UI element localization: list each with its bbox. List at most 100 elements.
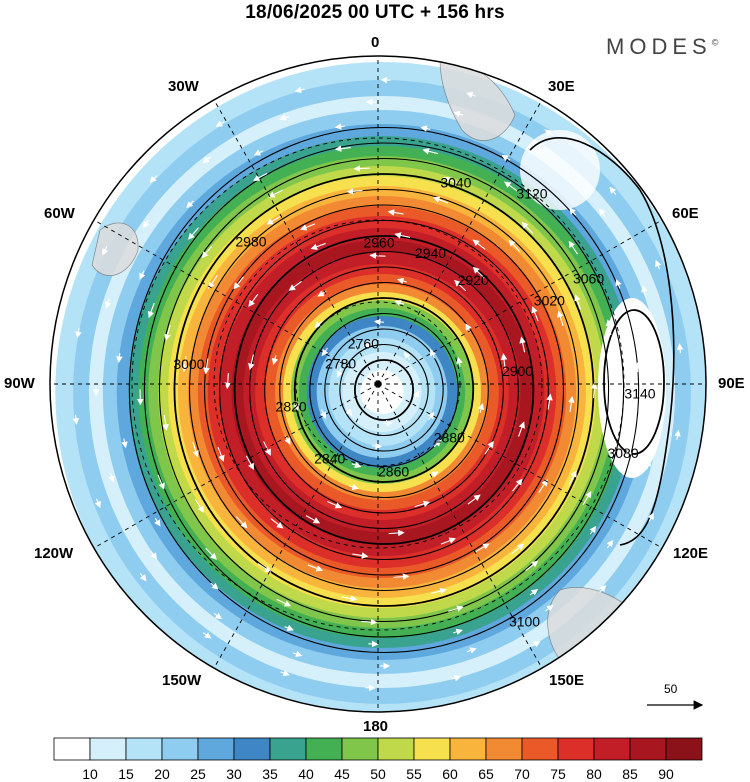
wind-vector [647, 512, 654, 522]
colorbar-tick-label: 15 [118, 766, 134, 782]
wind-vector [500, 353, 508, 370]
wind-vector [544, 129, 554, 136]
wind-vector [300, 223, 316, 231]
wind-vector [443, 176, 459, 184]
lon-label-120e: 120E [673, 545, 709, 562]
contour-label: 2780 [325, 355, 356, 371]
wind-vector [310, 242, 326, 250]
latitude-circle [131, 137, 625, 631]
colorbar-swatch [125, 737, 163, 761]
wind-vector [568, 240, 578, 255]
colorbar-tick-label: 20 [154, 766, 170, 782]
lon-label-60w: 60W [44, 205, 75, 222]
lon-label-30e: 30E [548, 78, 575, 95]
colorbar-tick-label: 30 [226, 766, 242, 782]
wind-vector [271, 355, 279, 365]
wind-vector [327, 501, 343, 509]
wind-vector [203, 358, 210, 375]
wind-vector [517, 421, 525, 437]
wind-vector [387, 209, 404, 216]
height-contour [353, 359, 414, 421]
wind-vector [346, 188, 363, 195]
wind-vector [431, 587, 447, 595]
wind-vector [466, 91, 476, 99]
wind-vector [454, 279, 467, 292]
wind-vector [276, 598, 292, 607]
wind-vector [644, 459, 652, 470]
colorbar-swatch [269, 737, 307, 761]
wind-vector [511, 543, 525, 555]
colorbar-swatch [557, 737, 595, 761]
lon-label-0: 0 [371, 34, 380, 51]
wind-vector [606, 539, 614, 549]
contour-label: 2900 [502, 363, 533, 379]
wind-vector [467, 494, 481, 505]
wind-vector [108, 472, 115, 483]
contour-label: 2820 [276, 398, 307, 414]
contour-label: 3120 [516, 186, 547, 202]
lon-label-30w: 30W [168, 78, 199, 95]
meridian [213, 99, 379, 385]
wind-vector [625, 447, 632, 458]
colorbar-tick-label: 60 [442, 766, 458, 782]
contour-label: 3020 [534, 293, 565, 309]
wind-vector [139, 270, 146, 280]
colorbar-swatch [449, 737, 487, 761]
wind-vector [139, 573, 147, 582]
wind-vector [194, 498, 204, 513]
wind-vector [453, 628, 463, 636]
height-contour [324, 328, 444, 452]
wind-vector [72, 414, 80, 425]
colorbar-tick-label: 70 [514, 766, 530, 782]
latitude-circle [295, 301, 461, 467]
contour-labels: 3040 3060 3080 3100 3120 3140 3000 2980 2960 2920… [173, 174, 655, 629]
wind-vector [252, 172, 268, 181]
wind-vector [142, 219, 150, 229]
contour-label: 2860 [378, 463, 409, 479]
wind-vector [519, 336, 526, 353]
height-contour [233, 235, 535, 545]
wind-vector [147, 302, 155, 319]
wind-vector [213, 612, 223, 620]
wind-vector [351, 461, 362, 469]
wind-vector [334, 123, 345, 130]
colorbar-tick-label: 45 [334, 766, 350, 782]
wind-vector [546, 393, 553, 410]
wind-vector [427, 411, 435, 421]
wind-vector [363, 341, 374, 349]
brand-logo: MODES© [606, 34, 718, 60]
colorbar-swatch [377, 737, 415, 761]
colorbar-swatch [593, 737, 631, 761]
wind-vector [373, 318, 385, 326]
colorbar-tick-label: 65 [478, 766, 494, 782]
wind-vector [676, 343, 684, 354]
wind-vector [236, 516, 248, 529]
contour-label: 3100 [509, 613, 540, 629]
wind-vector [266, 215, 281, 225]
wind-vector [397, 277, 407, 285]
wind-vector [202, 632, 212, 639]
colorbar-swatch [233, 737, 271, 761]
wind-vector [605, 319, 613, 336]
brand-name: MODES [606, 34, 712, 59]
wind-vector [582, 490, 592, 506]
wind-vector [475, 543, 490, 553]
wind-vector [305, 515, 321, 524]
wind-vector [574, 294, 582, 310]
wind-vector [477, 403, 485, 413]
wind-vector [590, 382, 598, 399]
wind-vector [162, 414, 169, 431]
wind-vector [568, 470, 577, 485]
wind-vector [353, 165, 370, 172]
wind-vector [451, 674, 462, 682]
lon-label-150w: 150W [162, 672, 202, 689]
height-contour [279, 281, 489, 499]
map-title: 18/06/2025 00 UTC + 156 hrs [245, 2, 505, 23]
colorbar-tick-label: 75 [550, 766, 566, 782]
wind-vector [294, 86, 305, 94]
height-contour [603, 309, 665, 455]
wind-vector [641, 285, 648, 296]
wind-vector [501, 154, 511, 162]
height-contour [143, 142, 625, 638]
